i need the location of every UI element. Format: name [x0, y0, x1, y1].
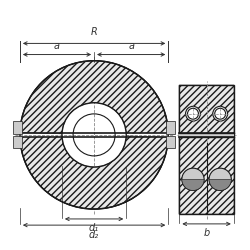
- Text: d₁: d₁: [89, 224, 99, 234]
- Text: b: b: [204, 228, 210, 238]
- Bar: [180, 86, 234, 214]
- Circle shape: [213, 106, 228, 121]
- Text: a: a: [128, 41, 134, 51]
- Wedge shape: [209, 179, 231, 190]
- Bar: [166, 121, 175, 134]
- Bar: [180, 86, 234, 214]
- PathPatch shape: [20, 61, 168, 134]
- Bar: [13, 121, 22, 134]
- Text: a: a: [54, 41, 60, 51]
- Circle shape: [188, 108, 198, 119]
- PathPatch shape: [20, 136, 168, 209]
- Text: R: R: [91, 27, 98, 37]
- Text: d₂: d₂: [89, 230, 99, 239]
- Circle shape: [215, 108, 226, 119]
- Bar: [166, 136, 175, 148]
- Circle shape: [182, 168, 204, 190]
- Circle shape: [209, 168, 231, 190]
- Circle shape: [186, 106, 200, 121]
- Bar: [180, 133, 234, 137]
- Wedge shape: [182, 179, 204, 190]
- Bar: [13, 136, 22, 148]
